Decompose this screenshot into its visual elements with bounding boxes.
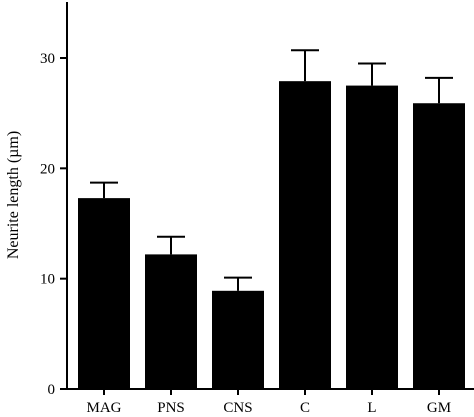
bar-c xyxy=(279,81,331,390)
bar-l xyxy=(346,85,398,389)
y-tick-label: 30 xyxy=(40,51,55,67)
y-tick-label: 0 xyxy=(48,382,56,398)
x-tick-label: C xyxy=(300,400,310,416)
x-tick-label: L xyxy=(367,400,376,416)
bars xyxy=(78,81,465,390)
y-ticks: 0 10 20 30 xyxy=(40,51,67,398)
x-tick-labels: MAG PNS CNS C L GM xyxy=(86,389,451,416)
axes xyxy=(66,2,474,390)
bar-mag xyxy=(78,198,130,389)
error-bars xyxy=(90,49,453,291)
y-tick-label: 10 xyxy=(40,272,55,288)
bar-cns xyxy=(212,290,264,389)
bar-gm xyxy=(413,103,465,389)
bar-pns xyxy=(145,254,197,389)
x-tick-label: MAG xyxy=(86,400,121,416)
y-axis-title: Neurite length (µm) xyxy=(5,131,22,259)
x-tick-label: CNS xyxy=(223,400,252,416)
x-tick-label: PNS xyxy=(157,400,185,416)
y-tick-label: 20 xyxy=(40,161,55,177)
x-tick-label: GM xyxy=(427,400,451,416)
